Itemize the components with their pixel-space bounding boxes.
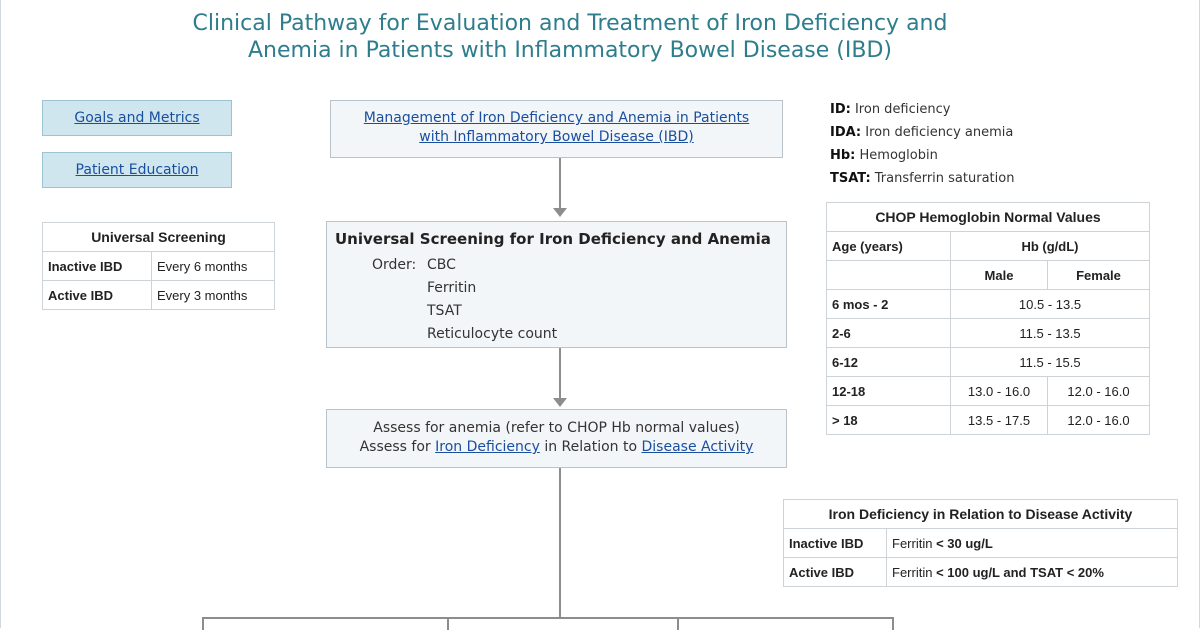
hb-male-value: 13.0 - 16.0 — [950, 376, 1048, 406]
table-row: Active IBD Ferritin < 100 ug/L and TSAT … — [783, 557, 1178, 587]
title-line-2: Anemia in Patients with Inflammatory Bow… — [248, 38, 892, 63]
table-row: 6-12 11.5 - 15.5 — [826, 347, 1150, 377]
universal-screening-table-title: Universal Screening — [42, 222, 275, 252]
title-line-1: Clinical Pathway for Evaluation and Trea… — [192, 11, 948, 36]
goals-and-metrics-button[interactable]: Goals and Metrics — [42, 100, 232, 136]
table-row: 12-18 13.0 - 16.0 12.0 - 16.0 — [826, 376, 1150, 406]
connector-line — [559, 348, 561, 400]
screening-row-label: Active IBD — [42, 280, 152, 310]
hb-value: 11.5 - 15.5 — [950, 347, 1150, 377]
legend-item: ID: Iron deficiency — [830, 102, 951, 117]
table-row: Inactive IBD Ferritin < 30 ug/L — [783, 528, 1178, 558]
branch-drop — [892, 617, 894, 630]
hb-value: 11.5 - 13.5 — [950, 318, 1150, 348]
branch-drop — [677, 617, 679, 630]
hb-col-male: Male — [950, 260, 1048, 290]
activity-label: Active IBD — [783, 557, 887, 587]
connector-line — [559, 468, 561, 618]
patient-education-button[interactable]: Patient Education — [42, 152, 232, 188]
assess-mid: in Relation to — [539, 439, 642, 455]
hb-table-title: CHOP Hemoglobin Normal Values — [826, 202, 1150, 232]
table-row: 2-6 11.5 - 13.5 — [826, 318, 1150, 348]
hb-age: > 18 — [826, 405, 951, 435]
screening-row-value: Every 3 months — [151, 280, 275, 310]
connector-line — [559, 158, 561, 210]
disease-activity-table: Iron Deficiency in Relation to Disease A… — [783, 499, 1178, 587]
table-row: Active IBD Every 3 months — [42, 280, 275, 310]
universal-screening-box: Universal Screening for Iron Deficiency … — [326, 221, 787, 348]
order-item-reticulocyte: Reticulocyte count — [427, 326, 558, 342]
screening-row-value: Every 6 months — [151, 251, 275, 281]
activity-table-title: Iron Deficiency in Relation to Disease A… — [783, 499, 1178, 529]
table-row: Inactive IBD Every 6 months — [42, 251, 275, 281]
assess-prefix: Assess for — [359, 439, 436, 455]
hb-male-value: 13.5 - 17.5 — [950, 405, 1048, 435]
hb-col-age: Age (years) — [826, 231, 951, 261]
hb-col-hb: Hb (g/dL) — [950, 231, 1150, 261]
order-item-ferritin: Ferritin — [427, 280, 477, 296]
patient-education-link[interactable]: Patient Education — [75, 162, 199, 178]
hemoglobin-normal-values-table: CHOP Hemoglobin Normal Values Age (years… — [826, 202, 1150, 435]
legend-item: Hb: Hemoglobin — [830, 148, 938, 163]
abbreviation-legend: ID: Iron deficiency IDA: Iron deficiency… — [830, 98, 1014, 190]
order-label: Order: — [372, 257, 417, 273]
management-link-line-1[interactable]: Management of Iron Deficiency and Anemia… — [363, 110, 750, 126]
hb-value: 10.5 - 13.5 — [950, 289, 1150, 319]
activity-value: Ferritin < 100 ug/L and TSAT < 20% — [886, 557, 1178, 587]
hb-col-female: Female — [1047, 260, 1150, 290]
hb-female-value: 12.0 - 16.0 — [1047, 376, 1150, 406]
goals-and-metrics-link[interactable]: Goals and Metrics — [74, 110, 200, 126]
order-item-tsat: TSAT — [427, 303, 462, 319]
assess-box: Assess for anemia (refer to CHOP Hb norm… — [326, 409, 787, 468]
hb-age: 12-18 — [826, 376, 951, 406]
legend-item: TSAT: Transferrin saturation — [830, 171, 1015, 186]
screening-row-label: Inactive IBD — [42, 251, 152, 281]
hb-age: 6-12 — [826, 347, 951, 377]
branch-drop — [202, 617, 204, 630]
legend-item: IDA: Iron deficiency anemia — [830, 125, 1014, 140]
activity-value: Ferritin < 30 ug/L — [886, 528, 1178, 558]
activity-label: Inactive IBD — [783, 528, 887, 558]
branch-line — [202, 617, 894, 619]
iron-deficiency-link[interactable]: Iron Deficiency — [435, 439, 540, 455]
order-list: CBC Ferritin TSAT Reticulocyte count — [427, 254, 557, 346]
branch-drop — [447, 617, 449, 630]
screening-box-title: Universal Screening for Iron Deficiency … — [335, 230, 771, 248]
assess-line-2: Assess for Iron Deficiency in Relation t… — [327, 438, 786, 457]
arrow-down-icon — [553, 208, 567, 217]
order-item-cbc: CBC — [427, 257, 456, 273]
hb-female-value: 12.0 - 16.0 — [1047, 405, 1150, 435]
table-row: 6 mos - 2 10.5 - 13.5 — [826, 289, 1150, 319]
management-link-box[interactable]: Management of Iron Deficiency and Anemia… — [330, 100, 783, 158]
page-title: Clinical Pathway for Evaluation and Trea… — [0, 10, 1140, 64]
table-row: > 18 13.5 - 17.5 12.0 - 16.0 — [826, 405, 1150, 435]
universal-screening-table: Universal Screening Inactive IBD Every 6… — [42, 222, 275, 310]
hb-age: 2-6 — [826, 318, 951, 348]
disease-activity-link[interactable]: Disease Activity — [641, 439, 754, 455]
hb-age: 6 mos - 2 — [826, 289, 951, 319]
arrow-down-icon — [553, 398, 567, 407]
assess-line-1: Assess for anemia (refer to CHOP Hb norm… — [373, 420, 740, 436]
management-link-line-2[interactable]: with Inflammatory Bowel Disease (IBD) — [419, 129, 694, 145]
